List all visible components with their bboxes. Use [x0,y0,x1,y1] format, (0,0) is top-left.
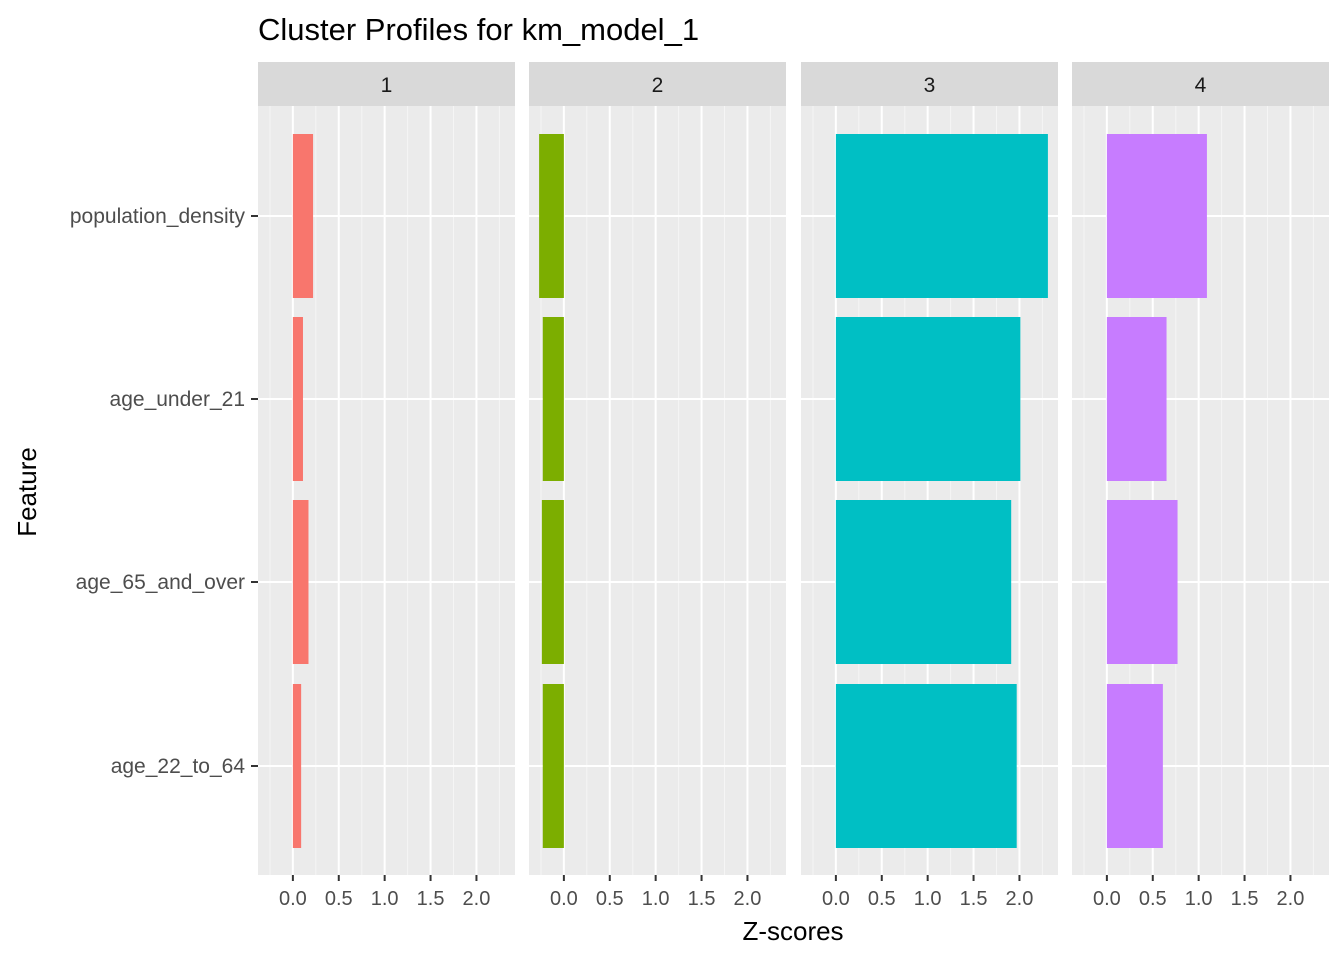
bar-age_under_21-cluster-2 [542,317,564,481]
x-tick-label: 1.0 [642,888,670,910]
bar-age_under_21-cluster-3 [835,317,1021,481]
panel-1: 1 0.0 0.5 1.0 1.5 2.0 [258,62,515,910]
x-tick-label: 1.0 [1185,888,1213,910]
y-tick-label: age_22_to_64 [111,755,246,778]
bar-age_65_and_over-cluster-2 [541,500,564,664]
x-tick-label: 1.5 [688,888,716,910]
x-axis-label: Z-scores [742,916,843,946]
bar-population_density-cluster-3 [835,134,1048,298]
x-tick-label: 2.0 [1277,888,1305,910]
x-tick-label: 0.5 [868,888,896,910]
panel-background [529,106,786,875]
bar-age_under_21-cluster-1 [292,317,303,481]
panel-strip [801,62,1058,106]
bar-age_22_to_64-cluster-3 [835,684,1017,848]
chart-title: Cluster Profiles for km_model_1 [258,12,699,47]
bar-age_65_and_over-cluster-4 [1106,500,1178,664]
y-axis: population_density age_under_21 age_65_and… [70,205,258,778]
bar-age_65_and_over-cluster-1 [292,500,309,664]
y-tick-label: age_under_21 [110,388,245,411]
panel-strip [1072,62,1329,106]
y-tick-label: population_density [70,205,246,228]
bar-age_22_to_64-cluster-4 [1106,684,1163,848]
y-axis-label: Feature [12,447,42,537]
y-tick-label: age_65_and_over [76,571,245,594]
bar-age_under_21-cluster-4 [1106,317,1167,481]
panel-strip-label: 3 [924,74,936,97]
bar-age_65_and_over-cluster-3 [835,500,1012,664]
panel-4: 4 0.0 0.5 1.0 1.5 2.0 [1072,62,1329,910]
bar-age_22_to_64-cluster-1 [292,684,302,848]
x-tick-label: 1.5 [1231,888,1259,910]
panels-layer: 10.0 0.5 1.0 1.5 2.020.0 0.5 1.0 1.5 2.030.0 0.5 1… [258,62,1329,910]
panel-2: 2 0.0 0.5 1.0 1.5 2.0 [529,62,786,910]
panel-strip-label: 4 [1195,74,1207,97]
panel-strip-label: 2 [652,74,664,97]
x-tick-label: 0.5 [596,888,624,910]
panel-strip-label: 1 [381,74,393,97]
panel-3: 3 0.0 0.5 1.0 1.5 2.0 [801,62,1058,910]
bar-population_density-cluster-2 [539,134,564,298]
x-tick-label: 1.5 [960,888,988,910]
bar-population_density-cluster-4 [1106,134,1207,298]
x-tick-label: 2.0 [463,888,491,910]
x-tick-label: 2.0 [1006,888,1034,910]
x-tick-label: 0.0 [1093,888,1121,910]
bar-population_density-cluster-1 [292,134,314,298]
x-tick-label: 0.0 [550,888,578,910]
x-tick-label: 0.5 [325,888,353,910]
bar-age_22_to_64-cluster-2 [542,684,564,848]
x-tick-label: 1.5 [417,888,445,910]
x-tick-label: 2.0 [734,888,762,910]
panel-strip [529,62,786,106]
x-tick-label: 0.0 [822,888,850,910]
panel-strip [258,62,515,106]
x-tick-label: 1.0 [914,888,942,910]
x-tick-label: 0.0 [279,888,307,910]
x-tick-label: 0.5 [1139,888,1167,910]
x-tick-label: 1.0 [371,888,399,910]
